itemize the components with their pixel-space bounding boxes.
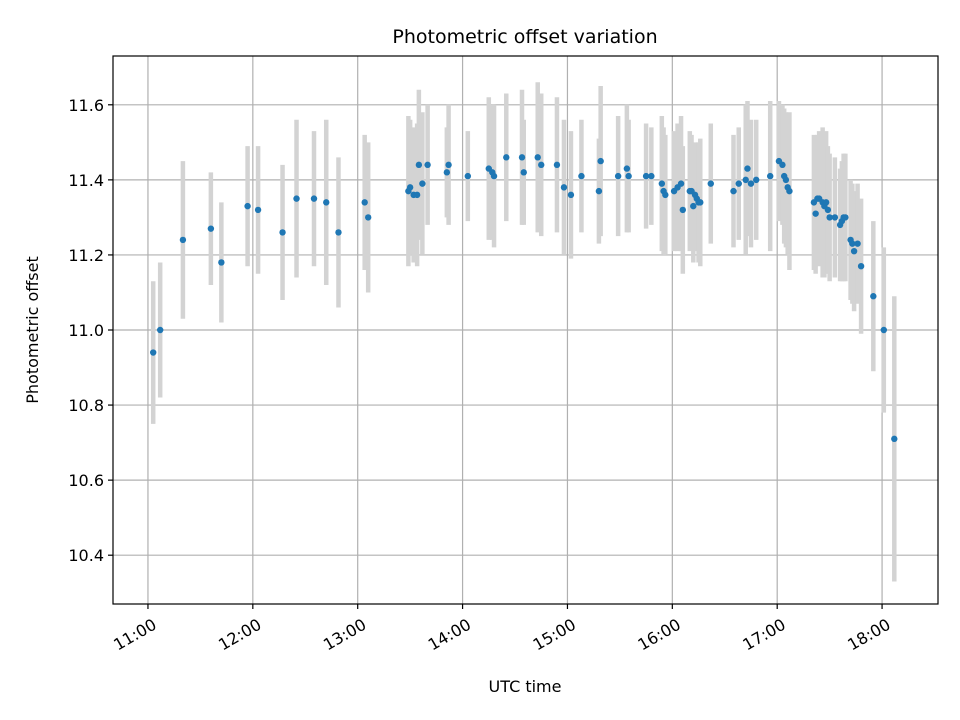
data-point bbox=[625, 172, 632, 180]
data-point bbox=[782, 176, 790, 184]
data-point bbox=[662, 191, 669, 199]
data-point bbox=[567, 191, 575, 199]
data-point bbox=[553, 161, 561, 169]
data-point bbox=[767, 172, 774, 180]
data-point bbox=[648, 172, 655, 180]
y-tick-label: 11.6 bbox=[68, 96, 104, 115]
data-point bbox=[824, 206, 832, 214]
data-point bbox=[822, 199, 830, 206]
data-point bbox=[595, 187, 603, 195]
data-point bbox=[361, 199, 368, 206]
data-point bbox=[406, 184, 414, 191]
data-point bbox=[742, 176, 749, 184]
data-point bbox=[560, 184, 568, 191]
data-point bbox=[218, 259, 225, 266]
data-point bbox=[891, 435, 898, 443]
data-point bbox=[854, 240, 861, 247]
data-point bbox=[310, 195, 318, 202]
data-point bbox=[415, 161, 423, 169]
data-point bbox=[335, 229, 342, 236]
data-point bbox=[413, 191, 421, 199]
data-point bbox=[842, 214, 849, 221]
data-point bbox=[857, 262, 865, 270]
data-point bbox=[779, 161, 786, 169]
data-points bbox=[150, 154, 898, 443]
data-point bbox=[747, 180, 755, 187]
y-tick-label: 10.4 bbox=[68, 546, 104, 565]
data-point bbox=[445, 161, 452, 169]
data-point bbox=[323, 199, 330, 206]
y-tick-label: 10.6 bbox=[68, 471, 104, 490]
y-tick-label: 11.2 bbox=[68, 246, 104, 265]
data-point bbox=[642, 172, 650, 180]
data-point bbox=[880, 326, 888, 334]
data-point bbox=[697, 199, 704, 206]
data-point bbox=[707, 180, 714, 187]
data-point bbox=[623, 165, 631, 172]
data-point bbox=[753, 176, 760, 184]
y-tick-label: 11.4 bbox=[68, 171, 104, 190]
data-point bbox=[424, 161, 431, 169]
data-point bbox=[156, 326, 164, 334]
data-point bbox=[207, 225, 215, 232]
data-point bbox=[279, 229, 286, 236]
data-point bbox=[244, 202, 251, 210]
chart-title: Photometric offset variation bbox=[392, 26, 657, 48]
data-point bbox=[520, 169, 527, 176]
data-point bbox=[658, 180, 666, 187]
data-point bbox=[690, 202, 697, 210]
data-point bbox=[744, 165, 751, 172]
data-point bbox=[364, 214, 372, 221]
data-point bbox=[735, 180, 742, 187]
data-point bbox=[150, 349, 157, 356]
y-axis-label: Photometric offset bbox=[23, 256, 42, 404]
data-point bbox=[464, 172, 472, 180]
data-point bbox=[443, 169, 451, 176]
data-point bbox=[849, 240, 856, 247]
data-point bbox=[850, 247, 858, 255]
data-point bbox=[677, 180, 685, 187]
data-point bbox=[538, 161, 545, 169]
data-point bbox=[730, 187, 737, 195]
data-point bbox=[578, 172, 585, 180]
data-point bbox=[254, 206, 262, 214]
data-point bbox=[786, 187, 793, 195]
data-point bbox=[419, 180, 426, 187]
data-point bbox=[679, 206, 687, 214]
data-point bbox=[826, 214, 833, 221]
data-point bbox=[534, 154, 541, 161]
data-point bbox=[812, 210, 819, 217]
y-tick-label: 11.0 bbox=[68, 321, 104, 340]
data-point bbox=[614, 172, 622, 180]
data-point bbox=[518, 154, 526, 161]
data-point bbox=[870, 293, 877, 300]
data-point bbox=[503, 154, 510, 161]
data-point bbox=[490, 172, 498, 180]
data-point bbox=[831, 214, 839, 221]
data-point bbox=[179, 236, 187, 244]
data-point bbox=[293, 195, 300, 202]
x-axis-label: UTC time bbox=[489, 677, 562, 696]
y-axis: 10.4 10.6 10.8 11.0 11.2 11.4 11.6 bbox=[68, 96, 113, 565]
y-tick-label: 10.8 bbox=[68, 396, 104, 415]
data-point bbox=[597, 157, 604, 165]
